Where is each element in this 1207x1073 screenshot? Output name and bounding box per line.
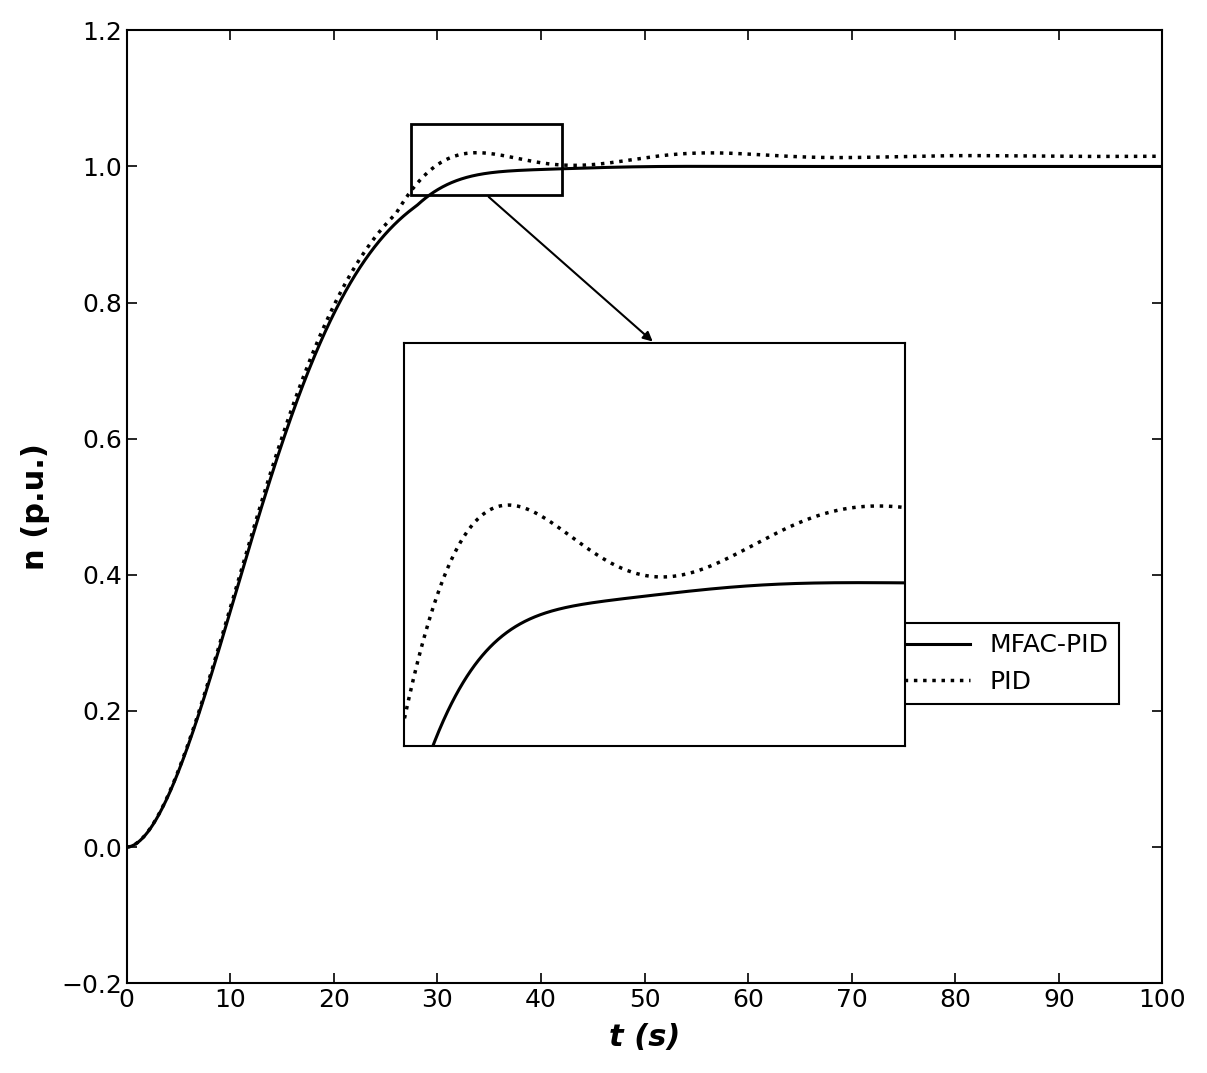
PID	[299, 363, 314, 376]
Bar	[412, 124, 561, 195]
Line: PID: PID	[127, 152, 1162, 847]
PID	[1155, 150, 1170, 163]
MFAC-PID	[561, 162, 576, 175]
MFAC-PID	[1135, 160, 1149, 173]
Legend: MFAC-PID, PID: MFAC-PID, PID	[885, 623, 1119, 704]
MFAC-PID	[1155, 160, 1170, 173]
PID	[119, 840, 134, 853]
PID	[1024, 149, 1038, 162]
MFAC-PID	[690, 160, 705, 173]
MFAC-PID	[517, 164, 531, 177]
MFAC-PID	[119, 840, 134, 853]
PID	[1135, 150, 1149, 163]
PID	[470, 146, 484, 159]
MFAC-PID	[299, 370, 314, 383]
X-axis label: t (s): t (s)	[608, 1024, 681, 1053]
MFAC-PID	[238, 556, 252, 569]
Line: MFAC-PID: MFAC-PID	[127, 166, 1162, 847]
PID	[561, 159, 576, 172]
PID	[517, 153, 531, 166]
MFAC-PID	[1024, 160, 1038, 173]
Y-axis label: n (p.u.): n (p.u.)	[21, 443, 49, 570]
PID	[238, 552, 252, 564]
